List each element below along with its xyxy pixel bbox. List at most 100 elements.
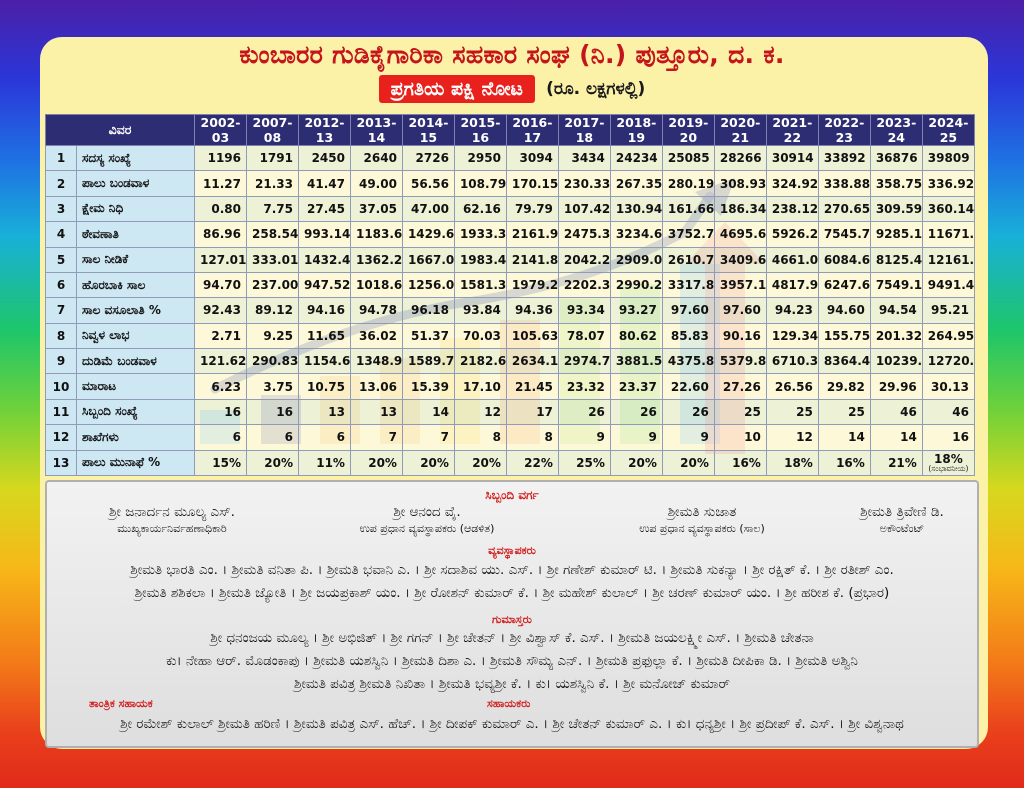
table-cell: 93.27 (609, 297, 663, 324)
table-cell: 309.59 (869, 195, 923, 223)
table-cell: 25 (713, 398, 767, 426)
table-cell: 16 (194, 398, 247, 426)
table-cell: 94.54 (869, 297, 923, 324)
assistants-heading: ಸಹಾಯಕರು (487, 697, 531, 710)
table-cell: 18% (765, 449, 819, 476)
year-header: 2016-17 (505, 114, 559, 146)
table-cell: 1348.98 (349, 347, 403, 375)
officer-designation: ಮುಖ್ಯಕಾರ್ಯನಿರ್ವಹಣಾಧಿಕಾರಿ (117, 522, 227, 535)
table-cell: 20% (609, 449, 663, 476)
table-cell: 25% (557, 449, 611, 476)
table-cell: 6 (246, 424, 299, 451)
table-cell: 1432.40 (297, 246, 351, 273)
subtitle-banner: ಪ್ರಗತಿಯ ಪಕ್ಷಿ ನೋಟ (378, 75, 535, 103)
table-cell: 13 (349, 398, 403, 426)
table-cell: 4375.80 (661, 347, 715, 375)
table-cell: 92.43 (194, 297, 247, 324)
staff-heading: ಸಿಬ್ಬಂದಿ ವರ್ಗ (485, 488, 539, 502)
table-cell: 105.63 (505, 322, 559, 350)
table-cell: 33892 (817, 144, 871, 172)
table-cell: 2990.26 (609, 271, 663, 299)
table-cell: 308.93 (713, 170, 767, 197)
cell-note: (ಸಂಭಾವನೀಯ) (928, 463, 969, 473)
table-cell: 3.75 (246, 373, 299, 400)
table-cell: 8 (505, 424, 559, 451)
table-row: 12 ಶಾಖೆಗಳು 6 6 6 7 7 8 8 9 9 9 10 12 14 14 16 (45, 424, 976, 451)
row-label: ದುಡಿಮೆ ಬಂಡವಾಳ (75, 347, 196, 375)
table-cell: 21% (869, 449, 923, 476)
table-cell: 79.79 (505, 195, 559, 223)
table-cell: 7 (401, 424, 455, 451)
table-cell: 4661.02 (765, 246, 819, 273)
table-cell: 10 (713, 424, 767, 451)
table-cell: 20% (349, 449, 403, 476)
row-label: ಶಾಖೆಗಳು (75, 424, 196, 451)
managers-line: ಶ್ರೀಮತಿ ಭಾರತಿ ಎಂ. । ಶ್ರೀಮತಿ ವನಿತಾ ಪಿ. । … (130, 562, 894, 578)
tech-assistant-heading: ತಾಂತ್ರಿಕ ಸಹಾಯಕ (89, 697, 153, 710)
table-cell: 3094 (505, 144, 559, 172)
table-cell: 1018.65 (349, 271, 403, 299)
table-cell: 26 (609, 398, 663, 426)
table-cell: 9285.19 (869, 221, 923, 248)
row-label: ಮಾರಾಟ (75, 373, 196, 400)
table-cell: 8364.47 (817, 347, 871, 375)
row-number: 7 (45, 297, 77, 324)
table-row: 6ಹೊರಬಾಕಿ ಸಾಲ94.70237.00947.521018.651256… (45, 271, 976, 299)
table-cell: 14 (401, 398, 455, 426)
table-cell: 6247.69 (817, 271, 871, 299)
clerks-line: ಶ್ರೀ ಧನಂಜಯ ಮೂಲ್ಯ । ಶ್ರೀ ಅಭಿಜಿತ್ । ಶ್ರೀ ಗ… (210, 630, 814, 646)
year-header: 2021-22 (765, 114, 819, 146)
table-cell: 10.75 (297, 373, 351, 400)
year-header: 2018-19 (609, 114, 663, 146)
table-cell: 129.34 (765, 322, 819, 350)
table-cell: 280.19 (661, 170, 715, 197)
table-cell: 3434 (557, 144, 611, 172)
subtitle-row: ಪ್ರಗತಿಯ ಪಕ್ಷಿ ನೋಟ (ರೂ. ಲಕ್ಷಗಳಲ್ಲಿ) (0, 75, 1024, 103)
table-cell: 11671.97 (921, 221, 976, 248)
table-header-row: ವಿವರ 2002-03 2007-08 2012-13 2013-14 201… (44, 114, 976, 146)
table-cell: 11% (297, 449, 351, 476)
officer-card: ಶ್ರೀ ಜನಾರ್ದನ ಮೂಲ್ಯ ಎಸ್. ಮುಖ್ಯಕಾರ್ಯನಿರ್ವಹ… (52, 504, 292, 536)
table-cell: 14 (817, 424, 871, 451)
table-cell: 30914 (765, 144, 819, 172)
table-cell: 6 (194, 424, 247, 451)
officer-name: ಶ್ರೀ ಆನಂದ ವೈ. (393, 504, 461, 520)
clerks-line: ಕು। ನೇಹಾ ಆರ್. ಮೊಡಂಕಾಪು । ಶ್ರೀಮತಿ ಯಶಸ್ವಿನ… (166, 653, 858, 669)
table-cell: 2610.75 (661, 246, 715, 273)
table-cell: 30.13 (921, 373, 976, 400)
table-cell: 46 (921, 398, 976, 426)
table-cell: 201.32 (869, 322, 923, 350)
table-cell: 186.34 (713, 195, 767, 223)
table-cell: 96.18 (401, 297, 455, 324)
table-cell: 26 (557, 398, 611, 426)
table-cell: 2974.79 (557, 347, 611, 375)
table-cell: 6.23 (194, 373, 247, 400)
table-cell: 27.26 (713, 373, 767, 400)
table-cell: 2161.99 (505, 221, 559, 248)
year-header: 2007-08 (246, 114, 299, 146)
table-cell: 94.60 (817, 297, 871, 324)
table-cell: 29.82 (817, 373, 871, 400)
officer-designation: ಉಪ ಪ್ರಧಾನ ವ್ಯವಸ್ಥಾಪಕರು (ಸಾಲ) (639, 522, 765, 535)
table-cell: 20% (453, 449, 507, 476)
table-cell: 8125.41 (869, 246, 923, 273)
table-cell: 94.78 (349, 297, 403, 324)
table-cell: 28266 (713, 144, 767, 172)
table-cell: 230.33 (557, 170, 611, 197)
table-cell: 95.21 (921, 297, 976, 324)
table-cell: 1581.38 (453, 271, 507, 299)
table-cell: 27.45 (297, 195, 351, 223)
row-number: 6 (45, 271, 77, 299)
row-number: 8 (45, 322, 77, 350)
year-header: 2013-14 (349, 114, 403, 146)
table-cell: 16% (713, 449, 767, 476)
table-cell: 9 (661, 424, 715, 451)
table-cell: 7549.19 (869, 271, 923, 299)
table-cell: 20% (661, 449, 715, 476)
table-cell: 14 (869, 424, 923, 451)
table-cell: 0.80 (194, 195, 247, 223)
row-number: 1 (45, 144, 77, 172)
table-cell: 264.95 (921, 322, 976, 350)
row-number: 9 (45, 347, 77, 375)
table-cell: 36.02 (349, 322, 403, 350)
